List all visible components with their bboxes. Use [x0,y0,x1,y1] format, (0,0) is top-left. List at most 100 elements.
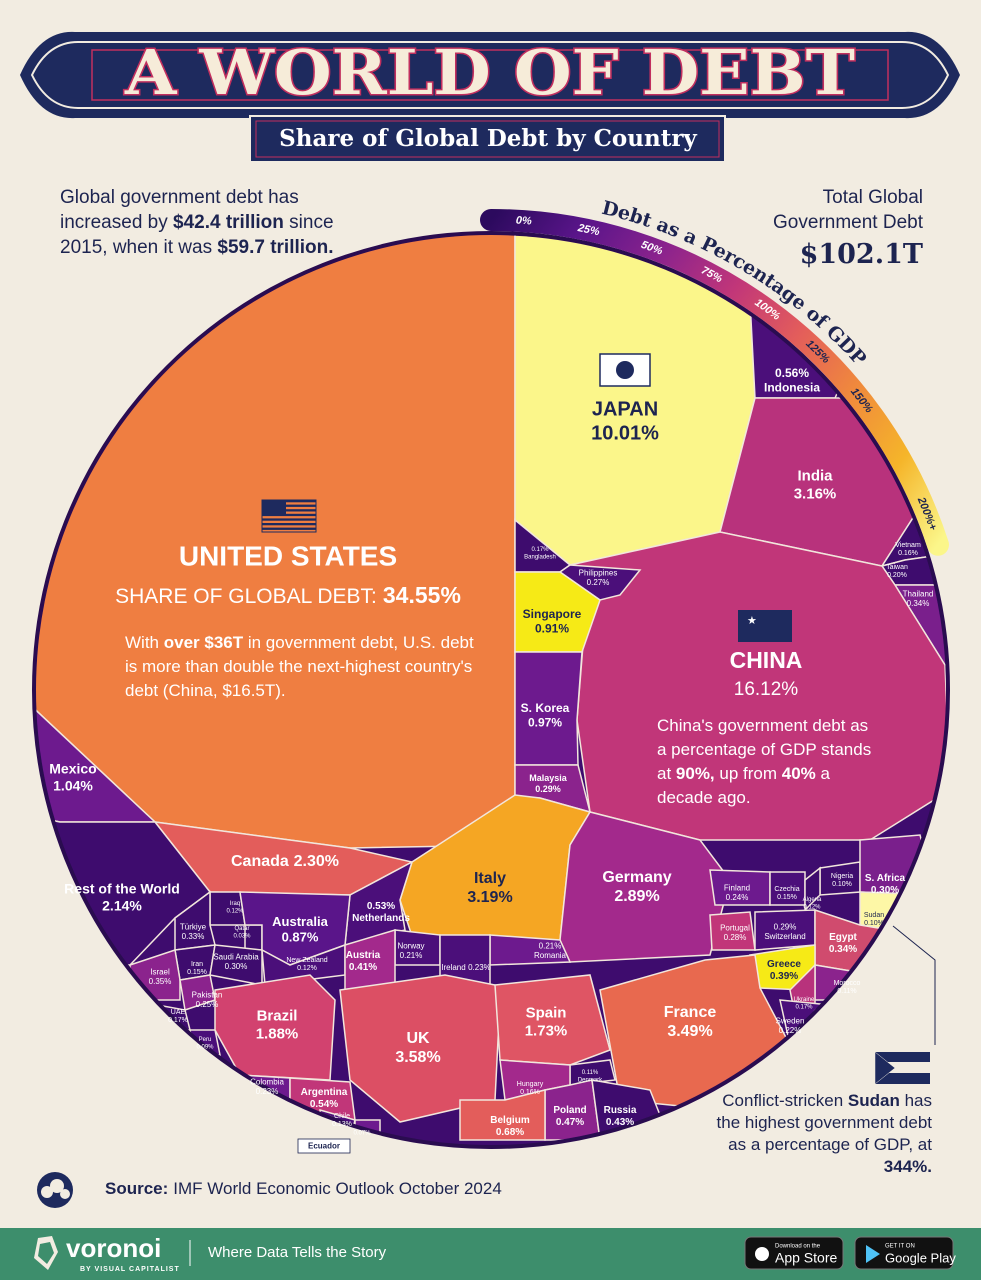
cell-name: UAE [171,1009,186,1016]
cell-value: 2.89% [614,888,659,905]
cell-value: 0.17% [168,1017,188,1024]
cell-name: Russia [604,1105,637,1116]
name-box [297,1138,351,1154]
flag-stripe [262,518,316,521]
tagline: Where Data Tells the Story [208,1244,387,1261]
cell-value: 0.30% [871,885,899,896]
total-value: $102.1T [799,239,923,270]
cell-value: 0.13% [332,1121,352,1128]
cell-name: Norway [397,941,424,950]
note-part: China's government debt as a percentage … [657,716,872,783]
cell-name: Mexico [49,761,96,777]
cell-value: 0.34% [907,599,930,608]
sudan-note: Conflict-stricken Sudan has the highest … [700,1090,932,1178]
cell-name: Qatar [234,926,249,932]
cell [804,866,821,912]
cell-value: 0.23% [256,1087,279,1096]
note-part: 344%. [883,1157,932,1176]
cell-value: 0.07% [353,1131,371,1137]
cell-name: Hungary [517,1081,544,1088]
cell-value: 1.88% [256,1025,299,1042]
cell-value: 0.30% [225,962,248,971]
cell-name: Belgium [490,1115,530,1126]
cell-value: 3.19% [467,889,512,906]
cell-value: 0.09% [196,1044,214,1050]
cell-value: 0.29% [535,784,561,794]
cell-value: 0.41% [349,962,377,973]
cell-value: 10.01% [591,423,659,445]
cell [514,571,601,653]
cell-name: UNITED STATES [179,540,397,571]
cell-value: 0.10% [832,881,852,888]
cell-label: Ireland 0.23% [441,963,491,972]
google-play-button[interactable]: GET IT ON Google Play [854,1236,956,1270]
cell-name: Germany [602,869,671,886]
flag-stripe [262,504,316,507]
cell-name: India [797,467,833,484]
cell-name: Finland [724,883,750,892]
cell-name: UK [406,1030,430,1047]
cell-value: 3.58% [395,1049,440,1066]
legend-bar [480,209,949,556]
cell-value: 0.33% [182,932,205,941]
cell-value: 0.03% [233,933,251,939]
cell-value: 3.49% [667,1023,712,1040]
flag-star: ★ [747,615,757,627]
decorations: ★ [261,353,936,1085]
cell-name: Pakistan [192,990,223,999]
note-part: $42.4 trillion [173,212,284,233]
app-store-big: App Store [775,1250,837,1266]
cell-name: Singapore [523,607,582,621]
cell-name: Algeria [803,897,822,903]
cell-name: Taiwan [886,564,908,571]
note-part: in government debt, U.S. debt is more th… [125,633,474,700]
cell-name: Portugal [720,923,750,932]
cell-value: 0.47% [556,1117,584,1128]
cell-value: 1.73% [525,1022,568,1039]
flag-disc [616,361,634,379]
cell-name: France [664,1004,717,1021]
cell-value: 0.56% [775,366,809,380]
cell-value: 0.35% [149,977,172,986]
note-part: since 2015, when it was [60,212,334,258]
cell-value: 0.12% [803,904,821,910]
cell-name: Ecuador [308,1142,340,1151]
cell-value: 0.12% [297,965,317,972]
cell-value: 2.14% [102,897,142,913]
cell-value: 0.43% [606,1117,634,1128]
cell-name: Greece [767,959,801,970]
cell-value: 0.53% [367,901,395,912]
cell-value: 0.17% [531,547,549,553]
cell-name: Denmark [578,1077,603,1083]
cell-value: 0.20% [887,572,907,579]
app-store-button[interactable]: Download on the App Store [744,1236,844,1270]
brand: voronoi [66,1233,161,1263]
cell-name: Philippines [579,568,618,577]
note-part: over $36T [163,633,244,652]
cell-value: 0.29% [774,922,797,931]
cell [459,1089,546,1141]
flag-stripe [262,523,316,526]
cell-label: SHARE OF GLOBAL DEBT: 34.55% [115,582,461,608]
cell-name: Egypt [829,932,857,943]
cell-value: 2.30% [294,853,339,870]
cell-value: 0.17% [795,1004,813,1010]
note-part: 40% [781,764,816,783]
left-note: Global government debt has increased by … [60,185,360,260]
cell-name: Peru [199,1037,212,1043]
note-part: up from [714,764,782,783]
flag-stripe [262,500,316,503]
note-part: a decade ago. [657,764,830,807]
cell-name: New Zealand [286,957,327,964]
cell-value: 0.39% [770,971,798,982]
cell [514,651,583,766]
cell-name: Saudi Arabia [213,952,259,961]
total-debt: Total Global Government Debt $102.1T [713,185,923,275]
cell-value: 0.54% [310,1099,338,1110]
cell-name: Rest of the World [64,881,180,897]
cell-value: 0.12% [226,908,244,914]
cell-value: 0.16% [898,550,918,557]
cell-value: 0.15% [187,969,207,976]
cell-value: 0.91% [535,622,569,636]
